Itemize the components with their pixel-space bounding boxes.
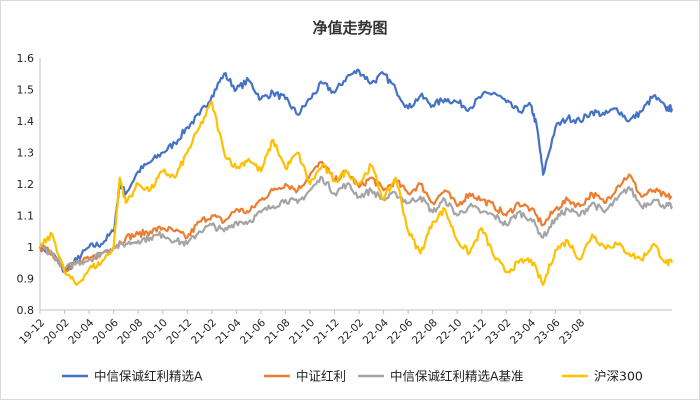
x-tick-label: 22-10 — [434, 317, 464, 347]
x-tick-label: 21-04 — [214, 317, 244, 347]
y-tick-label: 1.2 — [17, 178, 35, 191]
series-line-2 — [39, 175, 674, 271]
x-tick-label: 20-10 — [140, 317, 170, 347]
legend-label-1: 中证红利 — [296, 369, 346, 384]
y-tick-label: 0.9 — [17, 273, 35, 286]
series-line-3 — [39, 101, 674, 286]
x-tick-label: 21-06 — [238, 317, 268, 347]
x-tick-label: 23-08 — [557, 317, 587, 347]
y-tick-label: 1.1 — [17, 210, 35, 223]
x-tick-label: 23-02 — [483, 317, 513, 347]
y-tick-label: 1.6 — [17, 52, 35, 65]
legend-label-0: 中信保诚红利精选A — [94, 369, 203, 384]
axes: 0.8 0.9 1 1.1 1.2 1.3 1.4 1.5 1.6 19-1220-0220-04… — [17, 52, 672, 347]
x-tick-label: 20-06 — [91, 317, 121, 347]
y-tick-label: 1 — [27, 241, 34, 254]
x-tick-label: 20-12 — [164, 317, 194, 347]
x-tick-label: 20-04 — [66, 317, 96, 347]
x-tick-label: 23-04 — [508, 317, 538, 347]
legend: 中信保诚红利精选A 中证红利 中信保诚红利精选A基准 沪深300 — [62, 369, 643, 384]
y-tick-label: 1.4 — [17, 115, 35, 128]
legend-label-2: 中信保诚红利精选A基准 — [390, 369, 524, 384]
x-tick-label: 21-02 — [189, 317, 219, 347]
x-tick-label: 22-02 — [336, 317, 366, 347]
y-tick-label: 1.5 — [17, 84, 35, 97]
y-tick-label: 0.8 — [17, 304, 35, 317]
x-tick-label: 21-10 — [287, 317, 317, 347]
x-tick-label: 21-08 — [263, 317, 293, 347]
x-tick-label: 22-12 — [459, 317, 489, 347]
x-tick-label: 19-12 — [17, 317, 47, 347]
y-tick-label: 1.3 — [17, 147, 35, 160]
series-line-0 — [38, 68, 674, 274]
chart-title: 净值走势图 — [312, 19, 387, 37]
x-tick-label: 22-08 — [410, 317, 440, 347]
series-group — [38, 68, 674, 286]
x-tick-label: 23-06 — [533, 317, 563, 347]
series-line-1 — [38, 160, 673, 273]
x-tick-label: 22-04 — [361, 317, 391, 347]
x-tick-label: 20-02 — [42, 317, 72, 347]
x-tick-label: 20-08 — [115, 317, 145, 347]
legend-label-3: 沪深300 — [594, 369, 643, 384]
x-tick-label: 22-06 — [385, 317, 415, 347]
x-tick-label: 21-12 — [312, 317, 342, 347]
